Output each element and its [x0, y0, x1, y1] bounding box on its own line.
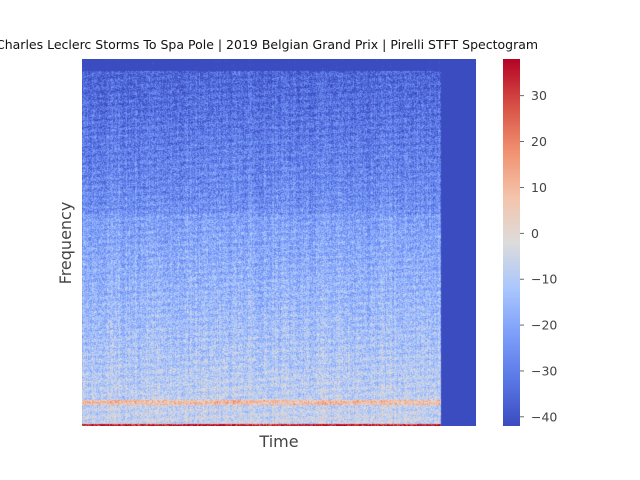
colorbar-tick-label: −20: [531, 318, 557, 333]
spectrogram-heatmap: [82, 59, 476, 426]
chart-title: Charles Leclerc Storms To Spa Pole | 201…: [0, 37, 539, 52]
colorbar-tick-label: −10: [531, 272, 557, 287]
colorbar-tick-label: 20: [531, 134, 547, 149]
colorbar-tick-label: −30: [531, 363, 557, 378]
x-axis-label: Time: [258, 432, 298, 451]
colorbar-tick-label: −40: [531, 409, 557, 424]
colorbar: [503, 59, 520, 426]
colorbar-tick-label: 30: [531, 88, 547, 103]
colorbar-tick-label: 0: [531, 226, 539, 241]
colorbar-tick-label: 10: [531, 180, 547, 195]
y-axis-label: Frequency: [56, 202, 75, 285]
colorbar-ticks: 30 20 10 0 −10 −20 −30 −40: [520, 88, 557, 424]
